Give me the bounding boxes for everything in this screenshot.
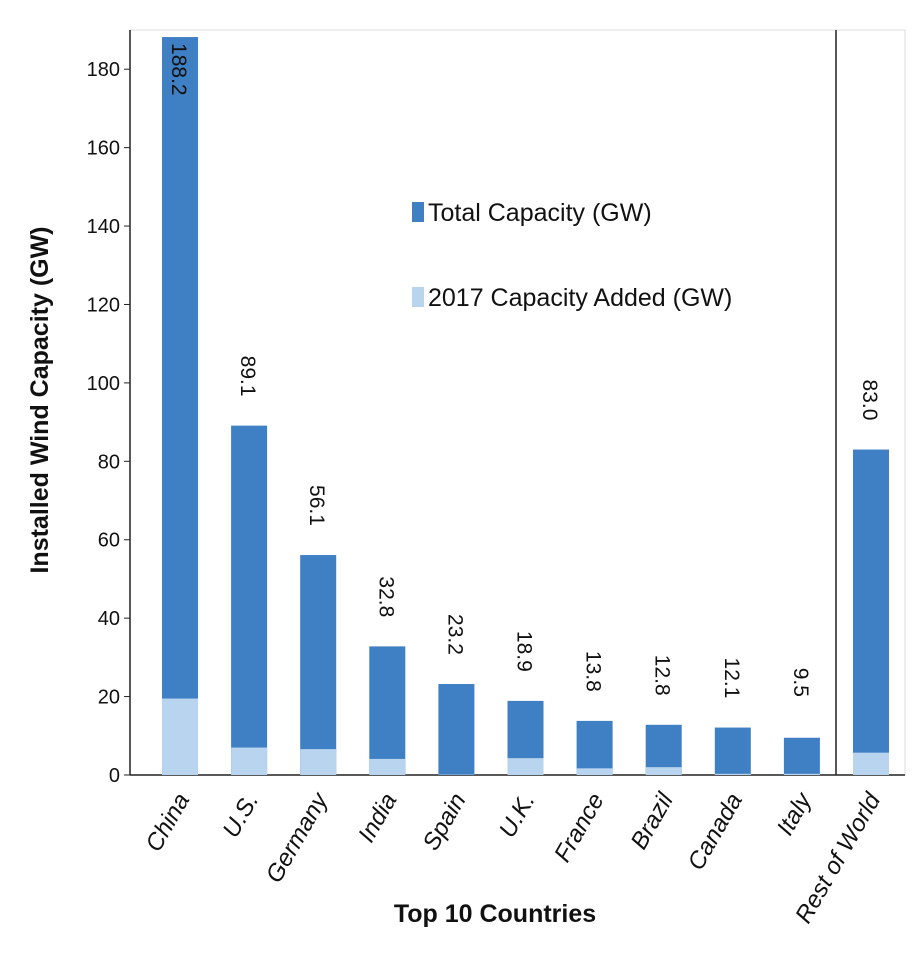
legend-label: Total Capacity (GW)	[428, 199, 652, 227]
y-tick-label: 140	[87, 216, 120, 238]
x-tick-label: China	[140, 789, 195, 857]
bar	[300, 749, 336, 775]
x-tick-label: U.K.	[494, 789, 541, 843]
y-tick-label: 100	[87, 373, 120, 395]
x-tick-label: Italy	[772, 787, 818, 840]
bar	[438, 684, 474, 775]
bar	[853, 753, 889, 775]
x-tick-label: India	[353, 789, 402, 848]
value-label: 13.8	[582, 651, 605, 692]
bar	[369, 759, 405, 775]
value-label: 12.8	[651, 655, 674, 696]
value-label: 89.1	[236, 356, 259, 397]
y-axis-title: Installed Wind Capacity (GW)	[26, 226, 54, 573]
x-axis-title: Top 10 Countries	[394, 900, 596, 928]
y-tick-label: 40	[98, 608, 120, 630]
legend-swatch	[412, 287, 424, 307]
y-tick-label: 0	[109, 765, 120, 787]
value-label: 12.1	[720, 658, 743, 699]
value-label: 23.2	[443, 614, 466, 655]
bar	[231, 426, 267, 775]
x-tick-label: Germany	[261, 787, 335, 888]
y-tick-label: 60	[98, 530, 120, 552]
x-tick-label: U.S.	[218, 789, 265, 843]
value-label: 83.0	[858, 380, 881, 421]
bar	[162, 37, 198, 775]
legend-swatch	[412, 202, 424, 222]
bar	[300, 555, 336, 775]
bar	[577, 768, 613, 775]
bar	[784, 738, 820, 775]
x-tick-label: Spain	[418, 789, 472, 856]
value-label: 32.8	[374, 576, 397, 617]
x-tick-label: France	[549, 789, 610, 867]
y-tick-label: 120	[87, 294, 120, 316]
y-tick-label: 180	[87, 59, 120, 81]
x-tick-label: Brazil	[626, 788, 680, 854]
bar	[784, 774, 820, 775]
value-label: 9.5	[789, 668, 812, 697]
bar	[577, 721, 613, 775]
bar	[508, 758, 544, 775]
y-tick-label: 20	[98, 687, 120, 709]
value-label: 188.2	[167, 43, 190, 96]
bar	[853, 450, 889, 775]
bar	[646, 767, 682, 775]
x-tick-label: Canada	[683, 789, 748, 875]
bar	[715, 728, 751, 775]
bar	[162, 699, 198, 775]
y-tick-label: 80	[98, 451, 120, 473]
value-label: 56.1	[305, 485, 328, 526]
bar	[231, 748, 267, 775]
legend-label: 2017 Capacity Added (GW)	[428, 284, 732, 312]
bar	[369, 646, 405, 775]
y-tick-label: 160	[87, 138, 120, 160]
value-label: 18.9	[513, 631, 536, 672]
bar	[715, 774, 751, 775]
